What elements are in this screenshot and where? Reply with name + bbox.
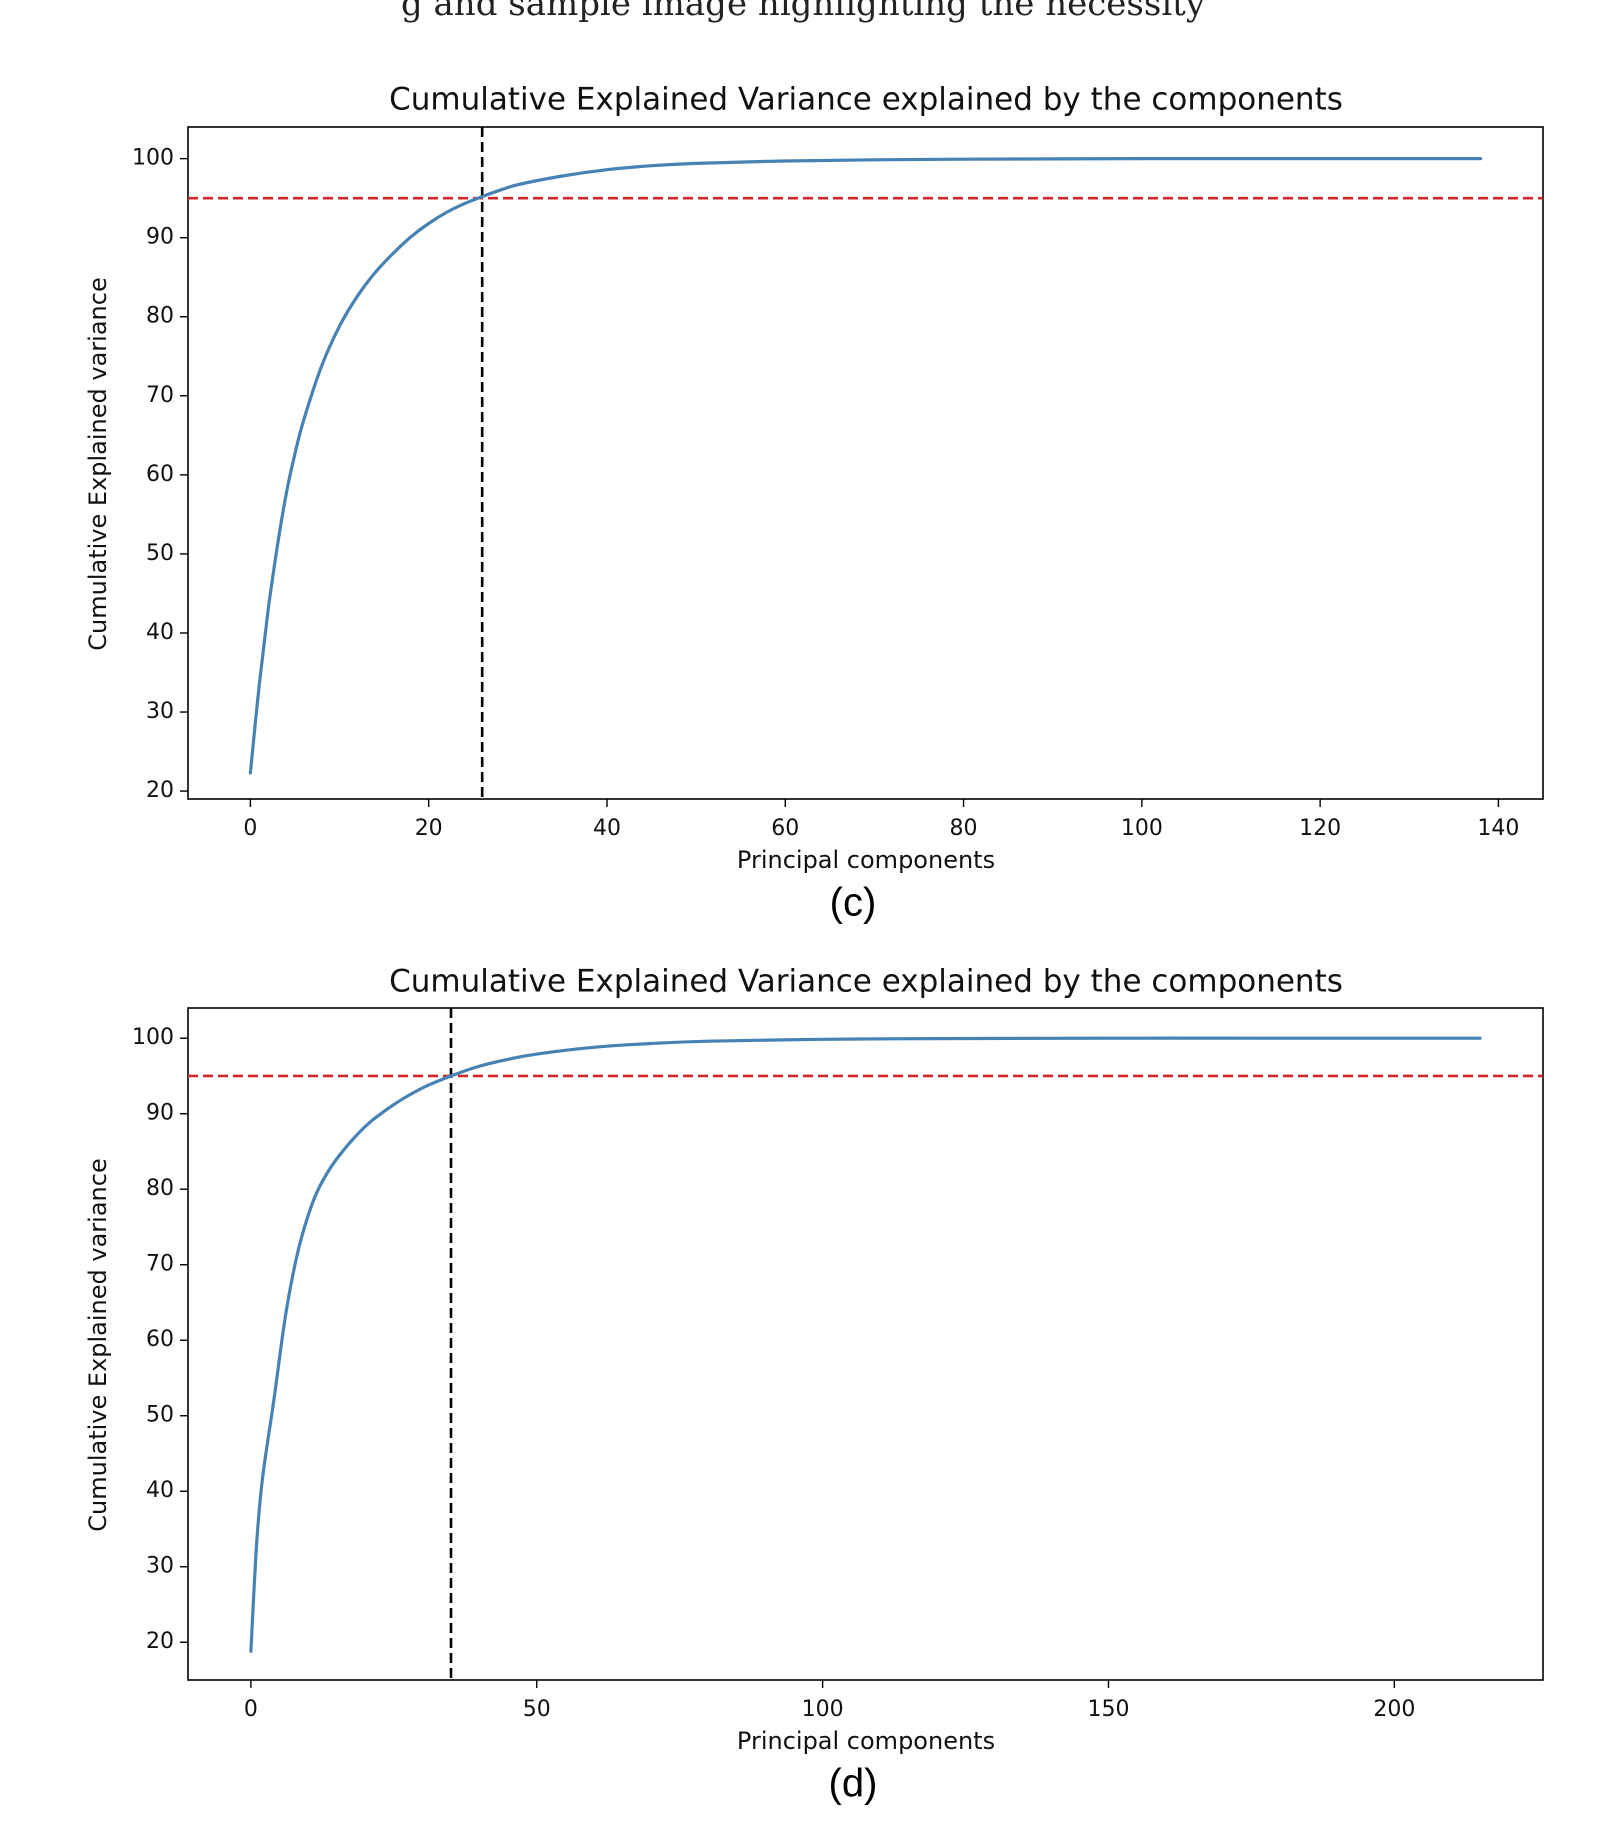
x-tick-label: 150 [1087, 1697, 1129, 1722]
y-tick-label: 70 [146, 1252, 174, 1277]
y-tick-label: 40 [146, 1478, 174, 1503]
plot-area-frame [187, 1007, 1544, 1681]
y-tick-label: 50 [146, 1403, 174, 1428]
y-tick-label: 100 [132, 146, 174, 171]
y-tick-label: 90 [146, 1101, 174, 1126]
cumulative-variance-line [249, 1036, 1482, 1653]
y-axis-label: Cumulative Explained variance [84, 1158, 112, 1531]
x-tick-label: 60 [771, 816, 799, 841]
x-tick-label: 50 [523, 1697, 551, 1722]
panel-label: (c) [830, 881, 877, 925]
x-axis-label: Principal components [737, 846, 995, 874]
x-tick-label: 0 [243, 816, 257, 841]
x-tick-label: 20 [415, 816, 443, 841]
x-tick-label: 80 [950, 816, 978, 841]
y-axis-label: Cumulative Explained variance [84, 277, 112, 650]
y-tick-label: 90 [146, 225, 174, 250]
x-tick-label: 40 [593, 816, 621, 841]
y-tick-label: 100 [132, 1025, 174, 1050]
cumulative-variance-line [248, 156, 1483, 775]
y-tick-label: 20 [146, 778, 174, 803]
chart-title: Cumulative Explained Variance explained … [389, 964, 1343, 1000]
x-tick-label: 200 [1373, 1697, 1415, 1722]
y-tick-label: 40 [146, 620, 174, 645]
top-cropped-text: g and sample image highlighting the nece… [401, 0, 1206, 24]
x-tick-label: 140 [1477, 816, 1519, 841]
x-tick-label: 100 [1121, 816, 1163, 841]
chart-panel-d: Cumulative Explained Variance explained … [84, 964, 1544, 1806]
x-axis-label: Principal components [737, 1727, 995, 1755]
chart-panel-c: Cumulative Explained Variance explained … [84, 82, 1544, 925]
x-tick-label: 120 [1299, 816, 1341, 841]
y-tick-label: 50 [146, 541, 174, 566]
y-tick-label: 20 [146, 1629, 174, 1654]
panel-label: (d) [829, 1762, 878, 1806]
x-tick-label: 0 [244, 1697, 258, 1722]
y-tick-label: 30 [146, 1554, 174, 1579]
x-tick-label: 100 [802, 1697, 844, 1722]
y-tick-label: 80 [146, 304, 174, 329]
plot-area-frame [187, 126, 1544, 800]
y-tick-label: 30 [146, 699, 174, 724]
chart-title: Cumulative Explained Variance explained … [389, 82, 1343, 118]
tick-group: 0 50 100 150 200 20 30 40 50 60 70 80 90 100 [132, 1025, 1415, 1722]
y-tick-label: 60 [146, 462, 174, 487]
y-tick-label: 70 [146, 383, 174, 408]
y-tick-label: 80 [146, 1176, 174, 1201]
tick-group: 0 20 40 60 80 100 120 140 20 30 40 50 60 70 80 90 100 [132, 146, 1519, 841]
y-tick-label: 60 [146, 1327, 174, 1352]
